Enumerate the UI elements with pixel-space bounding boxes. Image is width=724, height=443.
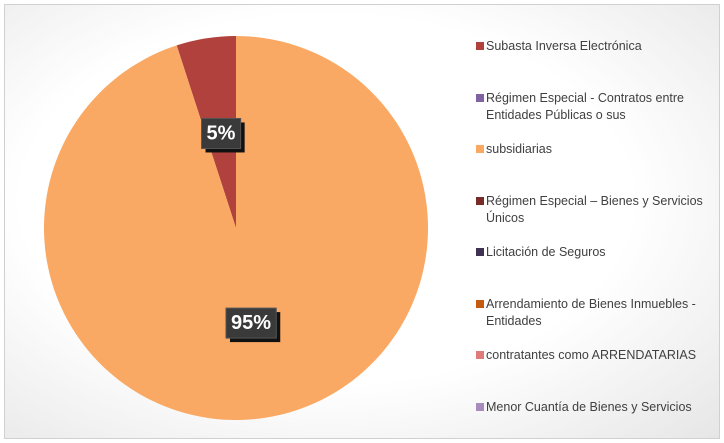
legend-item: Subasta Inversa Electrónica	[476, 38, 708, 55]
data-label-box	[201, 117, 242, 149]
legend-swatch	[476, 351, 484, 359]
legend-item: contratantes como ARRENDATARIAS	[476, 347, 708, 364]
legend-item: Menor Cuantía de Bienes y Servicios	[476, 399, 708, 416]
legend-item: Licitación de Seguros	[476, 244, 708, 261]
legend-label: Subasta Inversa Electrónica	[486, 39, 642, 53]
legend-label: Menor Cuantía de Bienes y Servicios	[486, 399, 692, 414]
data-label: 5%	[207, 122, 236, 144]
legend-label: Licitación de Seguros	[486, 245, 606, 259]
legend-swatch	[476, 196, 484, 205]
legend-swatch	[476, 402, 484, 411]
legend-item: Régimen Especial – Bienes y Servicios Ún…	[476, 193, 708, 227]
legend-item: Régimen Especial - Contratos entre Entid…	[476, 90, 708, 124]
legend-item: Arrendamiento de Bienes Inmuebles - Enti…	[476, 296, 708, 330]
pie-slice	[43, 36, 428, 421]
legend-item: subsidiarias	[476, 141, 708, 158]
legend-label: subsidiarias	[486, 142, 553, 156]
legend-label: contratantes como ARRENDATARIAS	[486, 348, 697, 362]
legend-label: Arrendamiento de Bienes Inmuebles - Enti…	[486, 296, 696, 328]
legend-label: Régimen Especial - Contratos entre Entid…	[486, 90, 685, 122]
data-label-box	[225, 307, 277, 339]
legend-swatch	[476, 145, 484, 153]
legend-swatch	[476, 93, 484, 102]
legend-swatch	[476, 248, 484, 256]
legend-swatch	[476, 42, 484, 50]
data-label: 95%	[231, 312, 271, 334]
legend-label: Régimen Especial – Bienes y Servicios Ún…	[486, 193, 703, 225]
legend-swatch	[476, 299, 484, 308]
